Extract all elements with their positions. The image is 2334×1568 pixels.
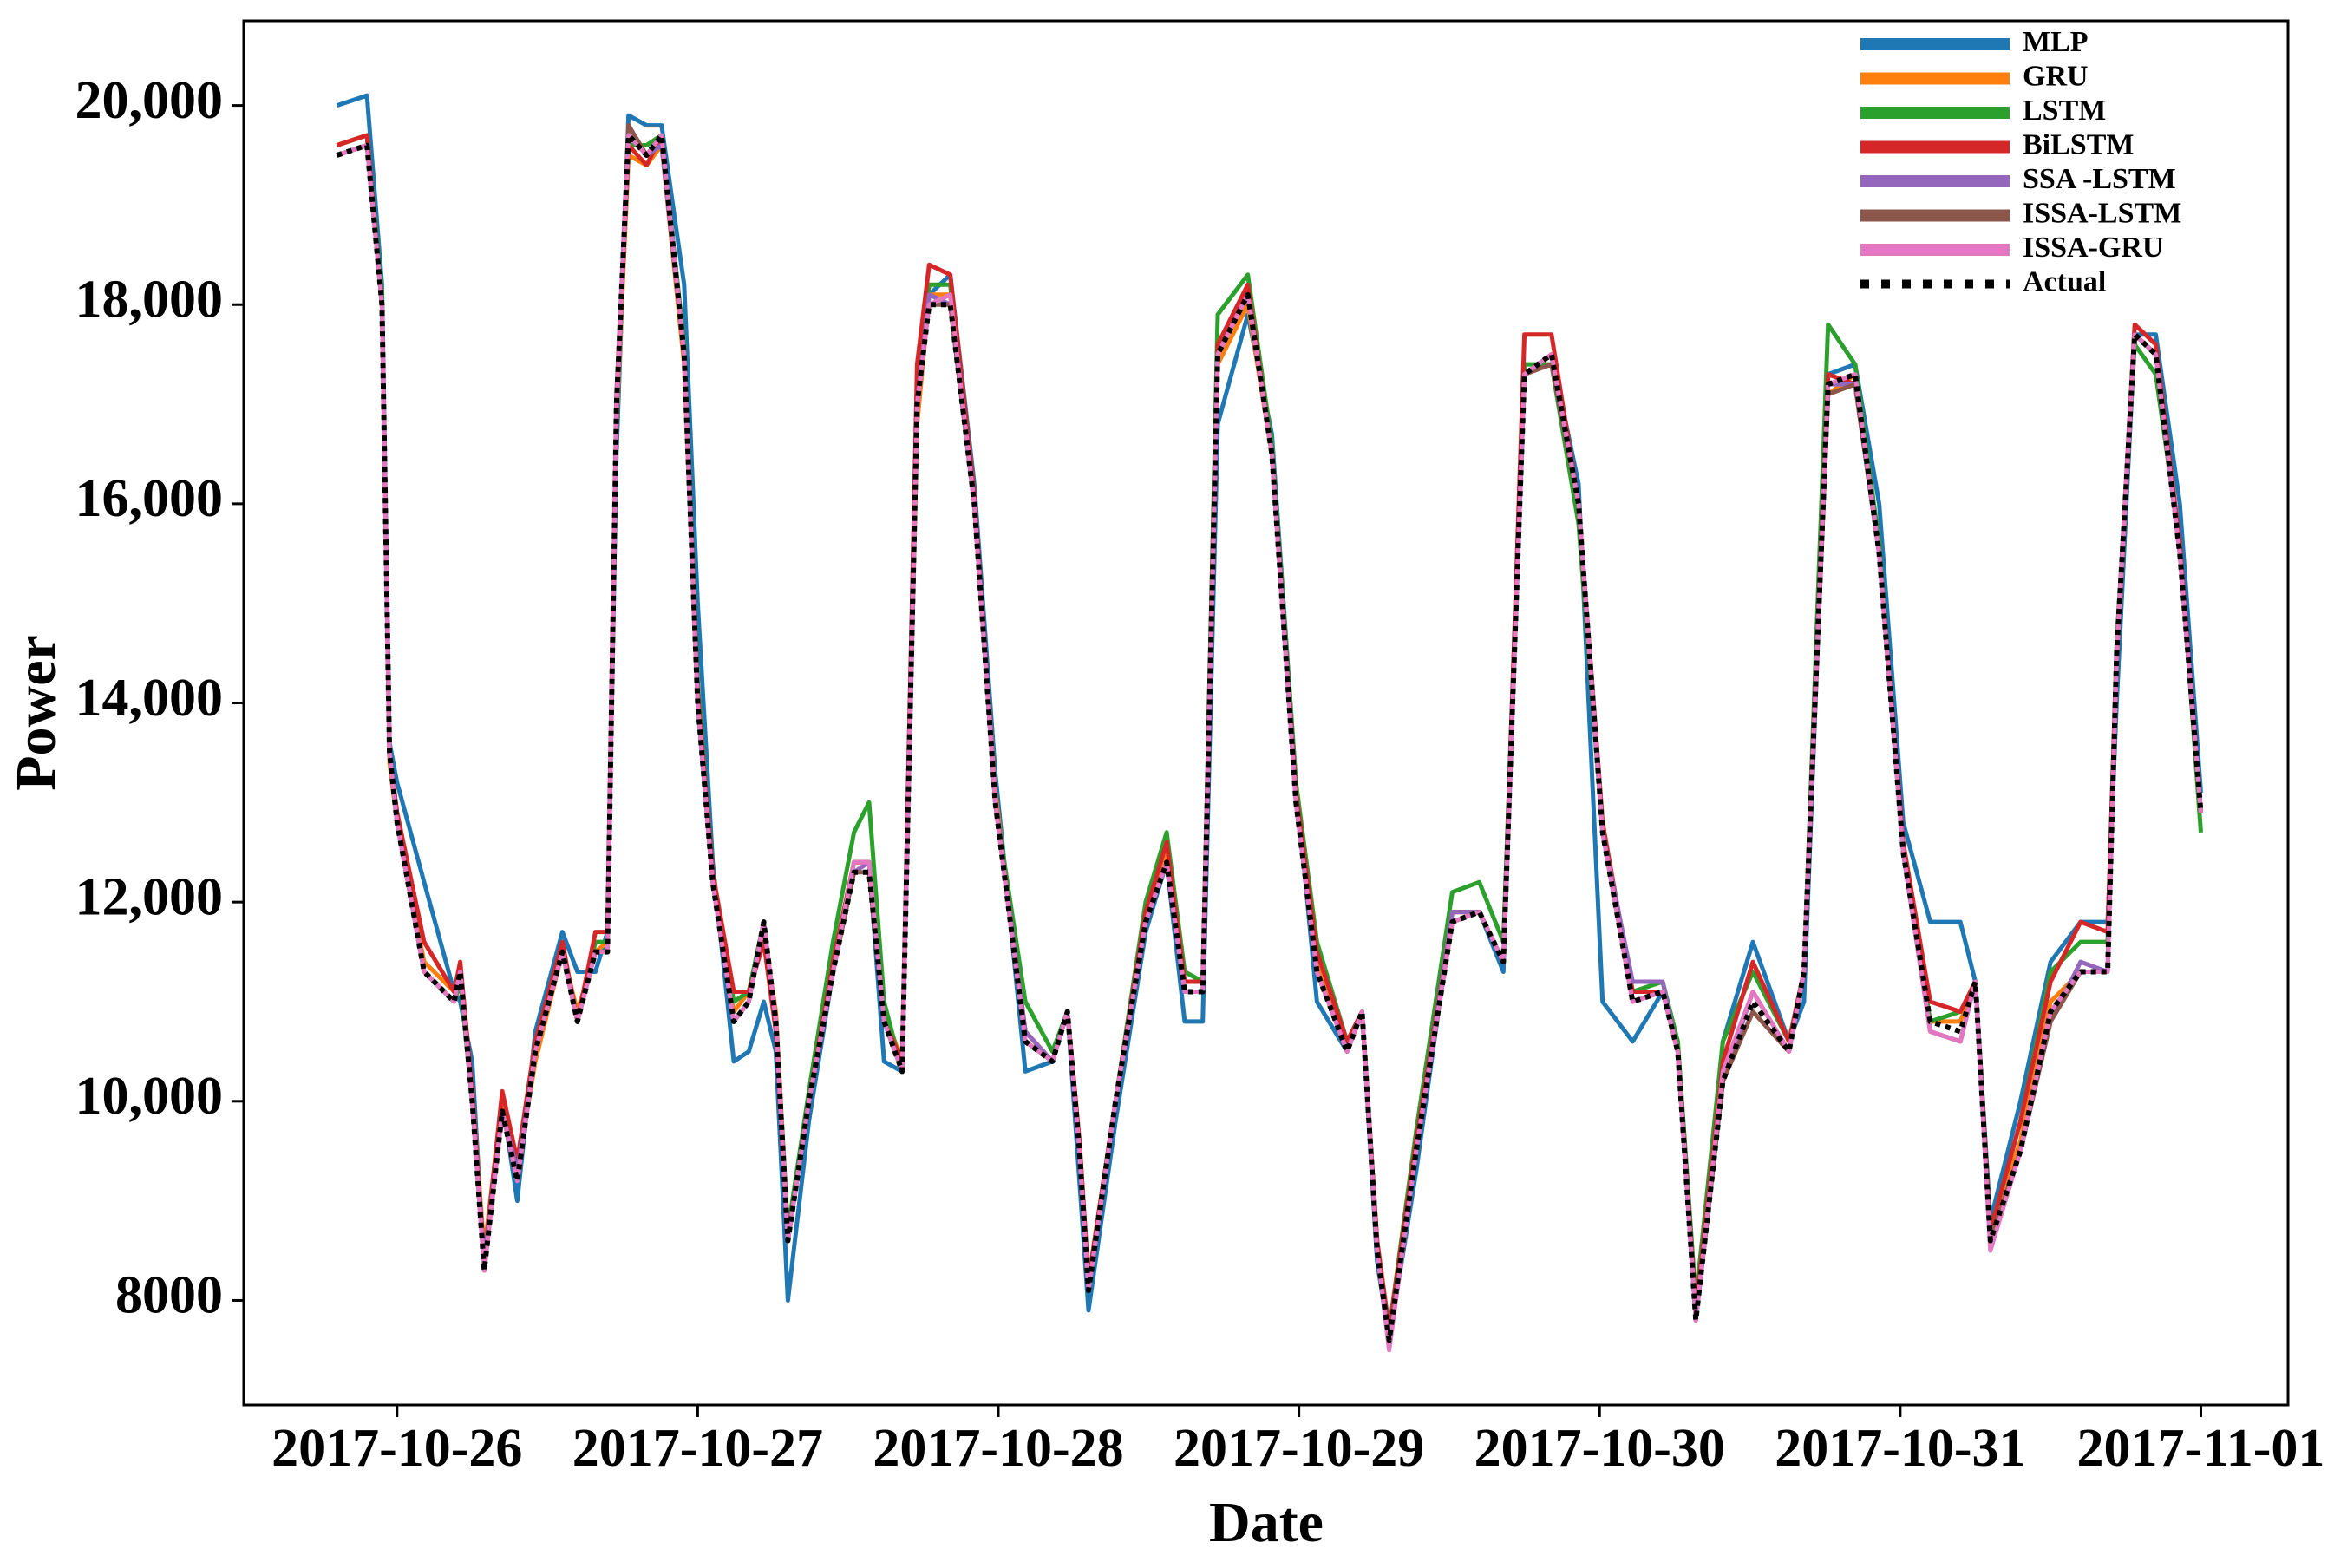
x-tick-label: 2017-10-31: [1775, 1419, 2025, 1478]
y-tick-label: 18,000: [75, 270, 224, 329]
x-axis-title: Date: [1209, 1491, 1324, 1554]
x-tick-label: 2017-10-28: [873, 1419, 1123, 1478]
legend-label: MLP: [2023, 26, 2089, 58]
series-line: [336, 133, 2203, 1333]
y-tick-label: 12,000: [75, 867, 224, 926]
legend-label: BiLSTM: [2023, 128, 2134, 160]
legend-label: Actual: [2023, 265, 2106, 297]
series-line: [336, 133, 2203, 1353]
x-tick-label: 2017-10-27: [572, 1419, 823, 1478]
series-line: [336, 133, 2203, 1343]
x-tick-label: 2017-10-26: [271, 1419, 522, 1478]
legend-label: ISSA-GRU: [2023, 232, 2163, 264]
x-tick-label: 2017-11-01: [2077, 1419, 2325, 1478]
y-tick-label: 16,000: [75, 469, 224, 528]
legend-label: LSTM: [2023, 95, 2106, 127]
y-tick-label: 10,000: [75, 1067, 224, 1126]
plot-frame: [242, 19, 2290, 1407]
y-tick-label: 14,000: [75, 669, 224, 728]
series-line: [336, 133, 2203, 1333]
legend-label: SSA -LSTM: [2023, 163, 2176, 195]
legend-label: ISSA-LSTM: [2023, 197, 2181, 229]
x-tick-label: 2017-10-29: [1174, 1419, 1424, 1478]
y-tick-label: 8000: [115, 1266, 223, 1325]
series-line: [336, 93, 2203, 1343]
series-line: [336, 133, 2203, 1333]
y-tick-label: 20,000: [75, 71, 224, 130]
legend-label: GRU: [2023, 60, 2089, 92]
series-line: [336, 123, 2203, 1343]
series-line: [336, 133, 2204, 1343]
y-axis-title: Power: [4, 635, 68, 791]
x-tick-label: 2017-10-30: [1474, 1419, 1725, 1478]
